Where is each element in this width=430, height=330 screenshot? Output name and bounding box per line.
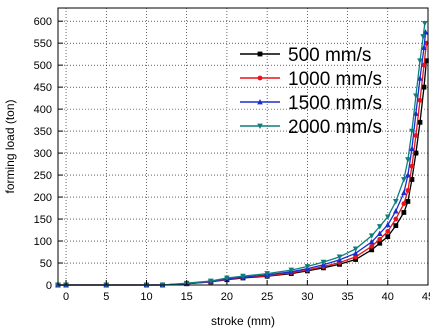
data-point	[421, 84, 427, 90]
data-point	[369, 247, 375, 253]
legend: 500 mm/s 1000 mm/s 1500 mm/s 2000 mm/s	[240, 45, 382, 138]
y-tick-label: 400	[34, 104, 52, 116]
data-point	[409, 128, 415, 135]
data-point	[304, 264, 311, 270]
legend-marker	[257, 51, 263, 57]
plot-frame	[57, 7, 429, 286]
y-tick-label: 550	[34, 38, 52, 50]
data-point	[384, 221, 391, 228]
data-point	[368, 238, 375, 245]
y-tick-label: 500	[34, 60, 52, 72]
data-point	[417, 75, 423, 81]
y-tick-label: 300	[34, 148, 52, 160]
data-point	[409, 145, 415, 152]
data-point	[353, 257, 359, 262]
y-tick-label: 600	[34, 16, 52, 28]
data-point	[405, 199, 411, 204]
data-point	[385, 234, 391, 240]
legend-label: 1500 mm/s	[288, 93, 382, 114]
y-tick-label: 450	[34, 82, 52, 94]
y-tick-label: 200	[34, 192, 52, 204]
data-point	[352, 246, 359, 252]
data-point	[405, 188, 411, 193]
legend-marker	[257, 123, 263, 129]
data-point	[384, 214, 391, 220]
legend-marker	[257, 99, 263, 105]
legend-label: 500 mm/s	[288, 45, 371, 66]
data-point	[413, 93, 419, 99]
x-tick-label: 40	[382, 291, 394, 303]
data-point	[376, 230, 383, 236]
x-tick-label: 35	[341, 291, 353, 303]
data-point	[401, 201, 407, 207]
data-point	[377, 240, 383, 246]
data-point	[417, 97, 423, 103]
data-point	[417, 58, 423, 64]
legend-label: 1000 mm/s	[288, 69, 382, 90]
x-tick-label: 5	[103, 291, 109, 303]
x-tick-label: 0	[63, 291, 69, 303]
data-point	[385, 228, 391, 234]
legend-label: 2000 mm/s	[288, 117, 382, 138]
data-point	[393, 208, 399, 214]
x-tick-label: 15	[181, 291, 193, 303]
y-tick-label: 0	[46, 280, 52, 292]
data-point	[413, 110, 419, 116]
x-axis-title: stroke (mm)	[211, 314, 275, 328]
data-point	[336, 254, 343, 260]
x-tick-label: 30	[301, 291, 313, 303]
x-tick-label: 10	[140, 291, 152, 303]
data-point	[421, 44, 427, 50]
data-point	[417, 119, 423, 125]
data-point	[393, 216, 399, 222]
y-tick-label: 50	[40, 258, 52, 270]
data-point	[376, 224, 383, 230]
data-point	[368, 233, 375, 239]
data-point	[421, 62, 427, 68]
data-point	[405, 172, 411, 178]
data-point	[224, 275, 230, 281]
y-tick-label: 250	[34, 170, 52, 182]
data-point	[352, 250, 359, 256]
data-point	[393, 199, 399, 205]
data-point	[369, 243, 375, 249]
y-axis-title: forming load (ton)	[3, 99, 17, 193]
y-tick-label: 350	[34, 126, 52, 138]
data-point	[420, 34, 426, 40]
data-point	[413, 133, 419, 138]
data-point	[409, 163, 415, 169]
data-point	[413, 150, 419, 156]
legend-marker	[257, 75, 263, 81]
data-point	[208, 278, 214, 285]
data-point	[423, 58, 429, 64]
data-point	[401, 189, 407, 196]
data-point	[421, 20, 428, 27]
data-point	[409, 177, 415, 182]
data-point	[240, 273, 246, 280]
data-point	[401, 177, 407, 183]
data-point	[377, 236, 383, 242]
data-point	[393, 223, 399, 229]
data-point	[264, 271, 270, 277]
x-tick-label: 20	[221, 291, 233, 303]
axes: 0510152025303540450501001502002503003504…	[34, 16, 430, 303]
data-point	[405, 157, 411, 163]
x-tick-label: 25	[261, 291, 273, 303]
data-point	[320, 259, 327, 266]
data-point	[288, 267, 295, 274]
y-tick-label: 150	[34, 214, 52, 226]
y-tick-label: 100	[34, 236, 52, 248]
series-layer	[55, 20, 429, 288]
data-point	[401, 210, 407, 215]
x-tick-label: 45	[422, 291, 430, 303]
